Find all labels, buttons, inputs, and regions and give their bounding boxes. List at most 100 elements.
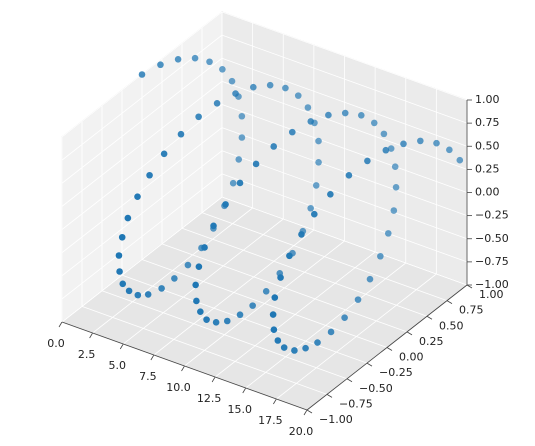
tick-mark [366,362,373,367]
point [195,263,203,270]
y-tick-label: 0.75 [459,304,484,317]
point [229,179,237,187]
y-tick-label: 0.25 [419,335,444,348]
point [391,163,399,171]
tick-mark [406,331,413,336]
grid-line [161,243,408,333]
y-tick-label: −0.50 [359,382,393,395]
point [315,158,322,166]
grid-line [61,81,223,207]
tick-mark [346,378,353,383]
point [274,337,282,344]
x-tick-label: 0.0 [47,337,65,350]
point [201,244,208,251]
y-tick-label: 0.50 [439,319,464,332]
tick-mark [58,321,63,328]
x-tick-label: 7.5 [139,370,157,383]
point [282,84,289,92]
point [277,274,284,281]
point [174,55,182,63]
x-tick-label: 10.0 [166,381,191,394]
point [115,252,123,259]
grid-line [221,127,468,217]
tick-mark [242,387,247,394]
point [315,137,322,145]
point [238,112,246,120]
point [210,222,217,230]
grid-line [61,57,223,184]
z-tick-label: −0.25 [475,209,509,222]
point [377,252,384,260]
point [354,296,362,303]
point [341,109,349,117]
z-tick-label: −0.75 [475,255,509,268]
point [417,137,424,145]
z-tick-label: 0.75 [475,116,500,129]
grid-line [81,305,328,395]
z-tick-label: −0.50 [475,232,509,245]
grid-line [221,104,468,193]
x-tick-label: 20.0 [289,425,314,438]
point [327,190,334,198]
grid-line [221,173,468,263]
y-tick-label: −0.25 [379,366,413,379]
tick-mark [306,409,313,414]
point [192,281,199,289]
point [270,143,278,150]
point [456,156,464,164]
point [203,316,210,323]
tick-mark [273,398,277,405]
point [157,61,164,69]
point [400,140,407,148]
grid-line [201,212,448,302]
point [364,157,371,165]
point [270,326,278,334]
point [325,111,332,119]
point [134,193,141,200]
grid-line [221,196,468,286]
grid-line [61,173,223,300]
point [327,328,335,336]
z-tick-label: 0.25 [475,162,500,175]
point [390,207,398,214]
point [314,339,321,346]
x-tick-label: 5.0 [109,359,127,372]
point [357,112,365,119]
grid-line [221,150,468,240]
point [298,231,305,238]
point [212,319,220,326]
point [370,119,378,127]
point [366,275,374,283]
grid-line [221,11,468,101]
point [119,280,127,288]
point [144,291,152,298]
grid-line [61,196,223,323]
point [249,302,256,309]
point [124,214,132,222]
tick-mark [386,347,393,351]
y-tick-label: −0.75 [339,397,373,410]
z-tick-label: 0.50 [475,139,500,152]
point [307,204,314,212]
grid-line [141,259,388,348]
point [446,146,453,154]
point [250,83,257,91]
point [304,104,312,111]
z-tick-label: 0.00 [475,186,500,199]
z-tick-label: 1.00 [475,93,500,106]
point [125,287,133,295]
y-tick-label: −1.00 [319,413,353,426]
point [177,130,185,138]
x-tick-label: 15.0 [228,403,253,416]
tick-mark [89,332,93,339]
point [228,77,236,85]
x-tick-label: 2.5 [78,348,96,361]
grid-line [221,80,468,170]
point [307,118,315,125]
grid-line [61,104,223,230]
point [138,71,146,78]
tick-mark [211,376,216,383]
point [235,156,243,163]
point [341,314,348,321]
